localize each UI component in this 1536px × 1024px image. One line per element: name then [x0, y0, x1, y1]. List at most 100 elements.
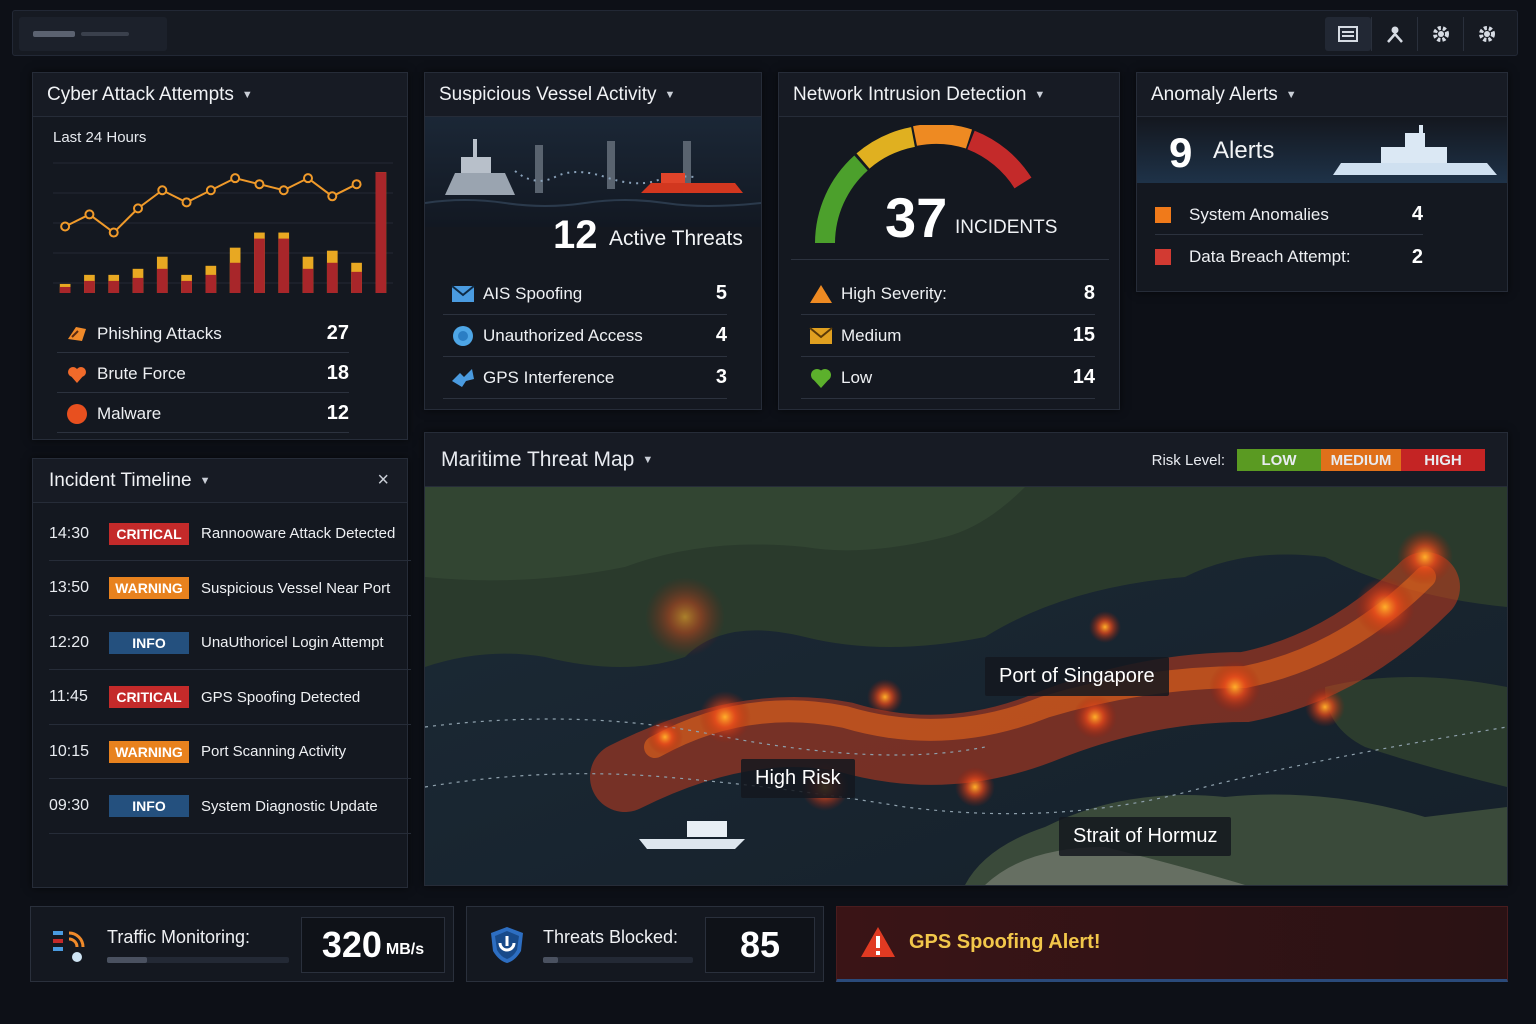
timeline-row[interactable]: 12:20 INFO UnaUthoricel Login Attempt: [49, 616, 411, 670]
severity-badge: WARNING: [109, 577, 189, 599]
mail-icon: [801, 326, 841, 345]
timeline-row[interactable]: 14:30 CRITICAL Rannooware Attack Detected: [49, 507, 411, 561]
chart-point[interactable]: [181, 197, 192, 208]
vessel-header[interactable]: Suspicious Vessel Activity ▼: [425, 73, 761, 117]
chart-point[interactable]: [84, 209, 95, 220]
chart-bar[interactable]: [229, 262, 241, 293]
list-item[interactable]: Medium 15: [801, 315, 1095, 357]
traffic-label: Traffic Monitoring:: [107, 927, 251, 947]
threat-map[interactable]: Port of Singapore High Risk Strait of Ho…: [425, 487, 1507, 885]
chart-bar[interactable]: [84, 280, 95, 293]
chart-point[interactable]: [133, 203, 143, 214]
list-item[interactable]: Unauthorized Access 4: [443, 315, 727, 357]
user-icon[interactable]: [1371, 17, 1417, 51]
gear-icon[interactable]: [1417, 17, 1463, 51]
risk-high[interactable]: HIGH: [1401, 449, 1485, 471]
severity-badge: WARNING: [109, 740, 189, 763]
list-item[interactable]: Low 14: [801, 357, 1095, 399]
list-item[interactable]: Phishing Attacks 27: [57, 315, 349, 353]
phishing-icon: [57, 325, 97, 343]
incident-label: INCIDENTS: [955, 217, 1058, 238]
timeline-row[interactable]: 11:45 CRITICAL GPS Spoofing Detected: [49, 671, 411, 725]
panel-title: Suspicious Vessel Activity: [439, 83, 657, 105]
anomaly-header[interactable]: Anomaly Alerts ▼: [1137, 73, 1507, 117]
threats-blocked-value: 85: [739, 924, 781, 965]
high-risk-label[interactable]: High Risk: [741, 759, 855, 798]
threats-blocked-card: Threats Blocked: 85: [466, 906, 824, 982]
chevron-down-icon[interactable]: ▼: [664, 88, 676, 101]
chart-point[interactable]: [278, 185, 289, 196]
logo: [19, 17, 167, 51]
map-graphic: [425, 487, 1507, 885]
chart-bar[interactable]: [351, 271, 362, 293]
chart-bar[interactable]: [108, 280, 120, 293]
vessel-panel: Suspicious Vessel Activity ▼ 12 Active T…: [424, 72, 762, 410]
panel-title: Cyber Attack Attempts: [47, 83, 234, 105]
data-breach-marker: [1155, 249, 1171, 265]
chart-bar[interactable]: [375, 172, 387, 293]
risk-medium[interactable]: MEDIUM: [1321, 449, 1401, 471]
list-item[interactable]: GPS Interference 3: [443, 357, 727, 399]
chart-bar[interactable]: [181, 280, 192, 293]
threats-blocked-label: Threats Blocked:: [543, 927, 679, 947]
chart-bar[interactable]: [59, 286, 71, 293]
chart-point[interactable]: [108, 227, 119, 238]
severity-badge: CRITICAL: [109, 522, 189, 545]
timeline-text: GPS Spoofing Detected: [201, 688, 361, 706]
network-panel: Network Intrusion Detection ▼ 37 INCIDEN…: [778, 72, 1120, 410]
chevron-down-icon[interactable]: ▼: [199, 474, 211, 487]
system-anomalies-marker: [1155, 206, 1171, 223]
chart-point[interactable]: [254, 179, 265, 190]
alerts-label: Alerts: [1213, 137, 1275, 164]
menu-icon[interactable]: [1325, 17, 1371, 51]
cyber-attack-header[interactable]: Cyber Attack Attempts ▼: [33, 73, 407, 117]
network-header[interactable]: Network Intrusion Detection ▼: [779, 73, 1119, 117]
timeline-row[interactable]: 13:50 WARNING Suspicious Vessel Near Port: [49, 562, 411, 616]
chart-point[interactable]: [327, 191, 338, 202]
chart-point[interactable]: [351, 179, 362, 190]
gps-alert-banner[interactable]: GPS Spoofing Alert!: [836, 906, 1508, 982]
list-item[interactable]: Data Breach Attempt: 2: [1155, 237, 1423, 277]
chart-point[interactable]: [205, 185, 216, 196]
chevron-down-icon[interactable]: ▼: [241, 88, 253, 101]
panel-title: Maritime Threat Map: [441, 447, 635, 471]
chart-bar[interactable]: [156, 268, 168, 293]
chart-bar[interactable]: [302, 268, 314, 293]
strait-hormuz-label[interactable]: Strait of Hormuz: [1059, 817, 1232, 856]
list-item[interactable]: Brute Force 18: [57, 355, 349, 393]
chart-point[interactable]: [60, 221, 71, 232]
map-panel: Maritime Threat Map ▼ Risk Level: LOW ME…: [424, 432, 1508, 886]
timeline-time: 12:20: [49, 633, 90, 651]
chevron-down-icon[interactable]: ▼: [1285, 88, 1297, 101]
list-item[interactable]: AIS Spoofing 5: [443, 273, 727, 315]
list-item[interactable]: High Severity: 8: [801, 273, 1095, 315]
chart-point[interactable]: [303, 173, 313, 184]
chart-bar[interactable]: [205, 274, 217, 293]
list-item[interactable]: Malware 12: [57, 395, 349, 433]
timeline-row[interactable]: 10:15 WARNING Port Scanning Activity: [49, 725, 411, 779]
chart-bar[interactable]: [132, 277, 144, 293]
chevron-down-icon[interactable]: ▼: [1034, 88, 1046, 101]
port-singapore-label[interactable]: Port of Singapore: [985, 657, 1169, 696]
chevron-down-icon[interactable]: ▼: [642, 453, 654, 466]
severity-badge: CRITICAL: [109, 686, 189, 708]
heart-icon: [801, 367, 841, 389]
timeline-time: 11:45: [49, 688, 88, 705]
chart-bar[interactable]: [326, 262, 338, 293]
timeline-row[interactable]: 09:30 INFO System Diagnostic Update: [49, 780, 411, 834]
attack-chart: [53, 162, 393, 293]
timeline-time: 14:30: [49, 524, 90, 542]
chart-point[interactable]: [157, 185, 168, 196]
risk-low[interactable]: LOW: [1237, 449, 1321, 471]
divider: [791, 259, 1109, 260]
timeline-text: Port Scanning Activity: [201, 743, 347, 760]
close-icon[interactable]: ×: [377, 469, 389, 491]
chart-point[interactable]: [230, 173, 241, 184]
chart-bar[interactable]: [254, 238, 265, 293]
chart-bar[interactable]: [278, 238, 290, 293]
timeline-time: 09:30: [49, 797, 90, 814]
alerts-count: 9: [1169, 129, 1193, 176]
list-item[interactable]: System Anomalies 4: [1155, 195, 1423, 235]
settings-icon[interactable]: [1463, 17, 1509, 51]
timeline-header[interactable]: Incident Timeline ▼ ×: [33, 459, 407, 503]
